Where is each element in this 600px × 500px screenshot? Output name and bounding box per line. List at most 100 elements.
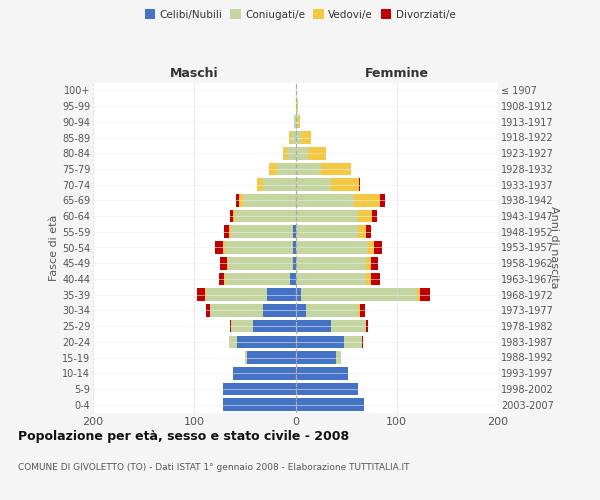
Bar [358, 210, 373, 222]
Text: COMUNE DI GIVOLETTO (TO) - Dati ISTAT 1° gennaio 2008 - Elaborazione TUTTITALIA.: COMUNE DI GIVOLETTO (TO) - Dati ISTAT 1°… [18, 462, 409, 471]
Bar [290, 272, 296, 285]
Bar [269, 162, 277, 175]
Bar [296, 194, 354, 206]
Bar [292, 131, 296, 144]
Bar [331, 320, 367, 332]
Bar [296, 351, 336, 364]
Bar [277, 162, 296, 175]
Bar [296, 241, 368, 254]
Bar [257, 178, 263, 191]
Bar [220, 257, 227, 270]
Bar [235, 210, 296, 222]
Bar [229, 226, 231, 238]
Bar [296, 336, 344, 348]
Bar [227, 257, 293, 270]
Bar [230, 210, 233, 222]
Bar [296, 288, 301, 301]
Bar [296, 367, 348, 380]
Bar [367, 257, 371, 270]
Bar [296, 304, 305, 316]
Bar [296, 178, 331, 191]
Bar [247, 351, 296, 364]
Bar [230, 320, 231, 332]
Bar [296, 147, 308, 160]
Bar [211, 304, 263, 316]
Bar [237, 336, 296, 348]
Y-axis label: Fasce di età: Fasce di età [49, 214, 59, 280]
Bar [239, 194, 243, 206]
Bar [298, 116, 299, 128]
Bar [331, 178, 359, 191]
Bar [358, 226, 367, 238]
Bar [224, 241, 293, 254]
Bar [354, 194, 380, 206]
Text: Maschi: Maschi [170, 67, 218, 80]
Bar [301, 131, 311, 144]
Bar [371, 272, 380, 285]
Bar [296, 100, 298, 112]
Bar [223, 398, 296, 411]
Bar [287, 147, 296, 160]
Bar [236, 194, 239, 206]
Bar [206, 288, 267, 301]
Bar [231, 320, 253, 332]
Bar [420, 288, 430, 301]
Bar [336, 351, 341, 364]
Bar [253, 320, 296, 332]
Bar [296, 398, 364, 411]
Bar [223, 382, 296, 395]
Bar [296, 226, 358, 238]
Bar [308, 147, 326, 160]
Bar [296, 162, 321, 175]
Bar [283, 147, 287, 160]
Bar [289, 131, 292, 144]
Bar [233, 210, 235, 222]
Bar [362, 336, 364, 348]
Bar [218, 272, 224, 285]
Bar [367, 272, 371, 285]
Bar [296, 272, 367, 285]
Bar [368, 241, 374, 254]
Bar [296, 131, 301, 144]
Bar [373, 210, 377, 222]
Bar [197, 288, 205, 301]
Legend: Celibi/Nubili, Coniugati/e, Vedovi/e, Divorziati/e: Celibi/Nubili, Coniugati/e, Vedovi/e, Di… [140, 5, 460, 24]
Bar [263, 178, 296, 191]
Bar [301, 288, 417, 301]
Bar [295, 116, 296, 128]
Bar [305, 304, 358, 316]
Bar [229, 336, 237, 348]
Bar [263, 304, 296, 316]
Text: Popolazione per età, sesso e stato civile - 2008: Popolazione per età, sesso e stato civil… [18, 430, 349, 443]
Bar [361, 304, 365, 316]
Y-axis label: Anni di nascita: Anni di nascita [549, 206, 559, 288]
Bar [417, 288, 420, 301]
Bar [224, 226, 229, 238]
Bar [205, 288, 206, 301]
Bar [367, 226, 371, 238]
Bar [296, 257, 367, 270]
Bar [245, 351, 247, 364]
Bar [243, 194, 296, 206]
Bar [321, 162, 351, 175]
Bar [293, 257, 296, 270]
Bar [374, 241, 382, 254]
Bar [358, 304, 361, 316]
Bar [359, 178, 361, 191]
Bar [296, 382, 358, 395]
Bar [233, 367, 296, 380]
Bar [293, 241, 296, 254]
Bar [206, 304, 211, 316]
Bar [231, 226, 293, 238]
Bar [267, 288, 296, 301]
Text: Femmine: Femmine [365, 67, 429, 80]
Bar [367, 320, 368, 332]
Bar [296, 116, 298, 128]
Bar [215, 241, 223, 254]
Bar [344, 336, 362, 348]
Bar [223, 241, 224, 254]
Bar [296, 210, 358, 222]
Bar [293, 226, 296, 238]
Bar [224, 272, 290, 285]
Bar [296, 320, 331, 332]
